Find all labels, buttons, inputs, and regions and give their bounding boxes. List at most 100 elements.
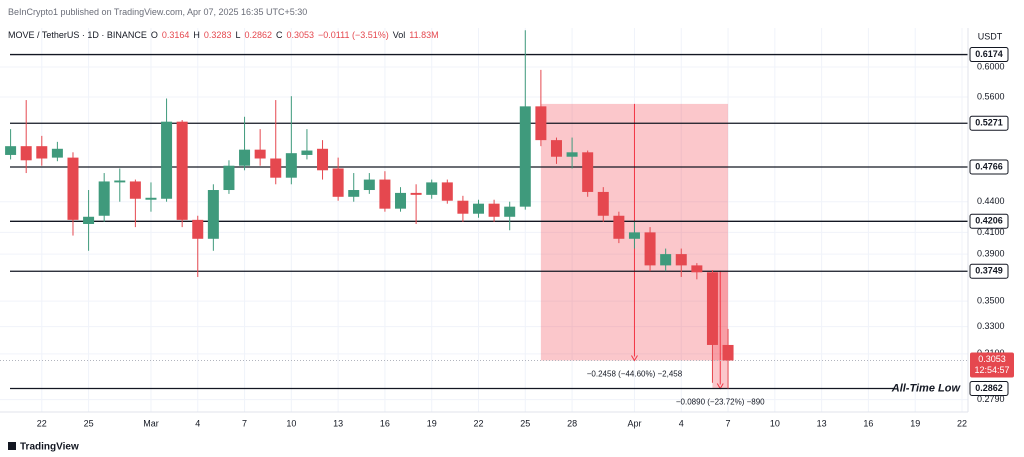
- logo: TradingView: [8, 442, 79, 453]
- candle-body: [660, 254, 672, 266]
- x-tick-label: 22: [473, 418, 483, 428]
- candle-body: [239, 149, 251, 166]
- candle-body: [597, 191, 609, 216]
- legend-key: Vol: [392, 30, 406, 40]
- y-tick-label: 0.6000: [977, 61, 1005, 71]
- level-label: 0.5271: [975, 118, 1003, 128]
- y-tick-label: 0.4400: [977, 196, 1005, 206]
- candle-body: [223, 165, 235, 191]
- level-label: 0.3749: [975, 266, 1003, 276]
- level-label-box: [969, 115, 1009, 131]
- candle-body: [285, 153, 297, 178]
- plot: −0.2458 (−44.60%) −2,458 −0.0890 (−23.72%…: [0, 30, 968, 407]
- candle-body: [473, 203, 484, 214]
- x-tick-label: 25: [520, 418, 530, 428]
- legend-value: 0.2862: [244, 30, 272, 40]
- candle-body: [348, 190, 360, 197]
- y-tick-label: 0.2790: [977, 394, 1005, 404]
- measure-arrowhead: [631, 355, 638, 362]
- x-tick-label: 22: [37, 418, 47, 428]
- legend-key: C: [276, 30, 283, 40]
- last-price-box: [970, 352, 1014, 378]
- candle-body: [5, 146, 17, 155]
- candle-body: [301, 150, 313, 155]
- y-tick-label: 0.3500: [977, 295, 1005, 305]
- candle-body: [129, 181, 141, 199]
- candle-body: [441, 182, 453, 201]
- candle-body: [582, 152, 594, 192]
- x-tick-label: 10: [286, 418, 296, 428]
- candle-body: [691, 265, 703, 273]
- candle-body: [628, 232, 640, 239]
- symbol: MOVE / TetherUS · 1D · BINANCE: [8, 30, 147, 40]
- candle-body: [98, 181, 110, 216]
- level-label-box: [969, 47, 1009, 63]
- candle-body: [644, 232, 656, 266]
- x-tick-label: 13: [333, 418, 343, 428]
- x-tick-label: 22: [957, 418, 967, 428]
- legend: MOVE / TetherUS · 1D · BINANCE O 0.3164 H 0…: [8, 30, 439, 40]
- level-label-box: [969, 263, 1009, 279]
- candle-body: [254, 149, 266, 159]
- candle-body: [722, 344, 734, 361]
- x-tick-label: 28: [567, 418, 577, 428]
- legend-key: L: [235, 30, 241, 40]
- measure-label: −0.2458 (−44.60%) −2,458: [587, 370, 683, 379]
- x-tick-label: 16: [863, 418, 873, 428]
- level-label: 0.4206: [975, 216, 1003, 226]
- candle-body: [207, 190, 219, 239]
- logo-icon: [8, 442, 16, 450]
- legend-value: 0.3283: [203, 30, 232, 40]
- candle-body: [519, 106, 531, 207]
- candle-body: [410, 192, 422, 195]
- countdown: 12:54:57: [974, 365, 1009, 375]
- x-tick-label: 13: [817, 418, 827, 428]
- measure-label: −0.0890 (−23.72%) −890: [676, 398, 765, 407]
- branding: TradingView: [20, 442, 79, 453]
- level-label-box: [969, 213, 1009, 229]
- y-tick-label: 0.5600: [977, 91, 1005, 101]
- grid: [0, 28, 968, 412]
- x-tick-label: Mar: [143, 418, 159, 428]
- candle-body: [270, 158, 282, 178]
- candle-body: [706, 272, 718, 345]
- candle-body: [192, 219, 204, 239]
- x-tick-label: 19: [427, 418, 437, 428]
- candle-body: [675, 254, 687, 266]
- y-tick-label: 0.3300: [977, 321, 1005, 331]
- y-tick-label: 0.4100: [977, 227, 1005, 237]
- candle-body: [550, 140, 562, 157]
- candle-body: [114, 180, 126, 183]
- candle-body: [83, 216, 95, 224]
- candle-body: [161, 121, 173, 199]
- candle-body: [504, 206, 516, 217]
- candle-body: [363, 179, 375, 191]
- legend-value: 0.3053: [286, 30, 315, 40]
- header-text: BeInCrypto1 published on TradingView.com…: [8, 7, 308, 17]
- level-label: 0.4766: [975, 161, 1003, 171]
- candle-body: [426, 182, 438, 195]
- legend-value: 11.83M: [409, 30, 439, 40]
- level-label-box: [969, 159, 1009, 175]
- candle-body: [379, 179, 391, 209]
- candle-body: [395, 192, 407, 209]
- candle-body: [36, 146, 48, 159]
- last-price-label: 0.3053: [978, 354, 1006, 364]
- candle-body: [51, 148, 63, 158]
- x-tick-label: 19: [910, 418, 920, 428]
- candle-body: [20, 146, 32, 161]
- candle-body: [457, 200, 469, 214]
- legend-change: −0.0111 (−3.51%): [318, 30, 389, 40]
- x-tick-label: 25: [84, 418, 94, 428]
- x-tick-label: Apr: [627, 418, 641, 428]
- legend-value: 0.3164: [161, 30, 190, 40]
- currency: USDT: [978, 31, 1003, 41]
- candle-body: [176, 121, 188, 220]
- x-tick-label: 10: [770, 418, 780, 428]
- candle-body: [613, 215, 625, 239]
- level-label-box: [969, 381, 1009, 397]
- x-tick-label: 4: [195, 418, 200, 428]
- legend-key: H: [193, 30, 200, 40]
